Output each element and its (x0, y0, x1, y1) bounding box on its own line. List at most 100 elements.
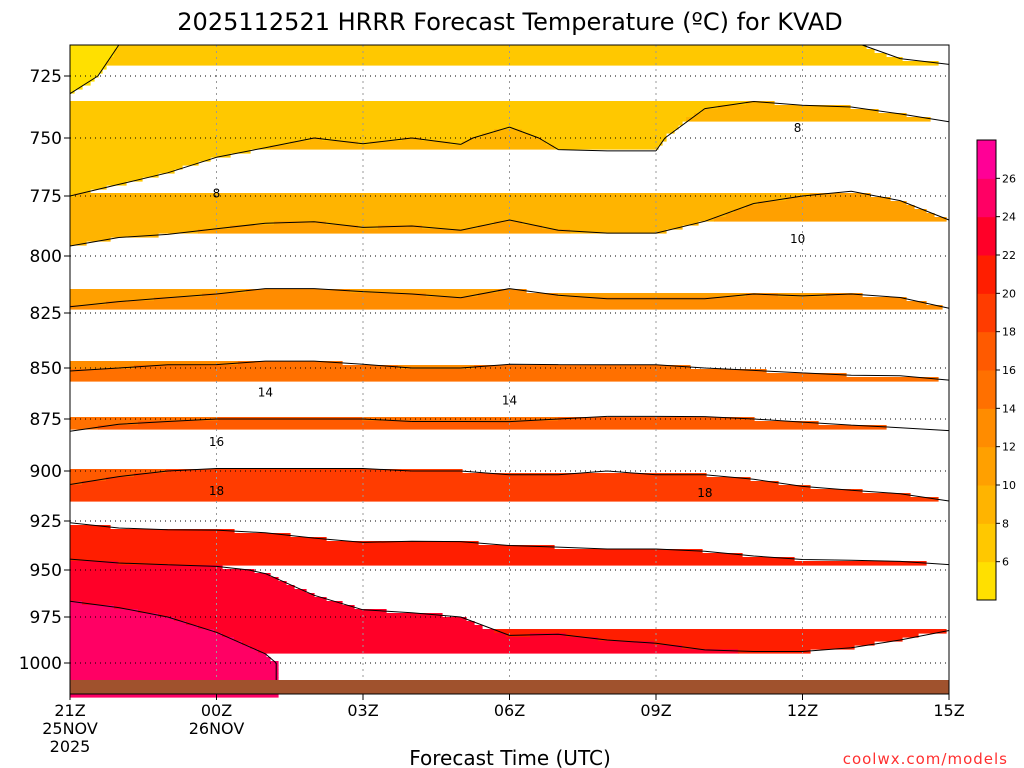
colorbar-swatch-20 (977, 255, 996, 294)
y-tick-label-750: 750 (30, 129, 62, 149)
fill-cell (70, 673, 279, 678)
fill-cell (70, 661, 279, 666)
fill-cell (70, 213, 727, 218)
colorbar-tick-label-6: 6 (1002, 556, 1009, 569)
fill-cell (174, 617, 467, 622)
fill-cell (70, 597, 327, 602)
fill-cell (70, 197, 787, 202)
fill-cell (494, 221, 523, 226)
fill-cell (542, 137, 667, 142)
fill-cell (70, 533, 291, 538)
colorbar-swatch-14 (977, 370, 996, 409)
x-axis-title: Forecast Time (UTC) (409, 746, 611, 768)
fill-cell (462, 141, 547, 146)
y-tick-label-800: 800 (30, 247, 62, 267)
x-tick-label: 00Z (201, 701, 232, 720)
contour-8 (69, 101, 950, 197)
fill-cell (70, 173, 159, 178)
fill-cell (70, 89, 75, 94)
colorbar-tick-label-12: 12 (1002, 441, 1016, 454)
fill-cell (70, 569, 255, 574)
fill-cell (70, 573, 271, 578)
fill-cell (70, 369, 767, 374)
colorbar-swatch-26 (977, 140, 996, 179)
contour-6 (69, 44, 950, 95)
fill-cell (82, 601, 343, 606)
fill-cell (70, 469, 167, 474)
fill-cell (70, 113, 695, 118)
contour-12 (69, 288, 950, 309)
x-tick-label: 03Z (347, 701, 378, 720)
y-tick-label-925: 925 (30, 512, 62, 532)
fill-cell (570, 229, 667, 234)
y-tick-label-1000: 1000 (19, 654, 62, 674)
fill-cell (70, 613, 159, 618)
x-tick-label: 06Z (494, 701, 525, 720)
fill-cell (746, 293, 779, 298)
colorbar-swatch-6 (977, 523, 996, 563)
colorbar-tick-label-22: 22 (1002, 249, 1016, 262)
x-tick-label: 09Z (640, 701, 671, 720)
fill-cell (70, 129, 495, 134)
fill-cell (474, 365, 691, 370)
fill-cell (70, 537, 327, 542)
fill-cell (70, 665, 279, 670)
fill-cell (70, 629, 215, 634)
fill-cell (70, 497, 939, 502)
credit-link[interactable]: coolwx.com/models (843, 750, 1008, 768)
fill-cell (558, 417, 755, 422)
colorbar-tick-label-10: 10 (1002, 479, 1016, 492)
fill-cell (70, 61, 107, 66)
fill-cell (70, 609, 139, 614)
fill-cell (478, 225, 543, 230)
fill-cell (290, 141, 359, 146)
fill-cell (778, 293, 827, 298)
fill-cell (238, 361, 343, 366)
fill-cell (498, 289, 527, 294)
fill-cell (70, 77, 95, 82)
fill-cell (70, 297, 155, 302)
fill-cell (106, 477, 751, 482)
fill-cell (70, 229, 199, 234)
fill-cell (70, 373, 847, 378)
fill-cell (70, 485, 811, 490)
colorbar-tick-label-14: 14 (1002, 402, 1016, 415)
contour-label-10: 10 (790, 232, 805, 246)
fill-cell (70, 557, 795, 562)
fill-cell (70, 169, 175, 174)
fill-cell (786, 197, 891, 202)
fill-cell (70, 69, 103, 74)
fill-cell (70, 621, 187, 626)
fill-cell (70, 109, 703, 114)
fill-cell (70, 221, 275, 226)
contour-label-18: 18 (697, 486, 712, 500)
fill-cell (70, 121, 683, 126)
fill-cell (158, 613, 443, 618)
fill-cell (70, 153, 231, 158)
fill-cell (198, 625, 483, 630)
x-tick-label: 25NOV (42, 719, 98, 738)
contour-14 (69, 360, 950, 381)
fill-cell (166, 469, 463, 474)
fill-cell (70, 53, 115, 58)
fill-cell (70, 493, 911, 498)
fill-cell (478, 293, 559, 298)
fill-cell (426, 293, 479, 298)
fill-cell (82, 481, 779, 486)
fill-cell (242, 641, 655, 646)
contour-label-16: 16 (209, 435, 224, 449)
fill-cell (98, 425, 887, 430)
fill-cell (70, 605, 115, 610)
colorbar-swatch-16 (977, 331, 996, 371)
fill-cell (74, 193, 811, 198)
fill-cell (70, 585, 295, 590)
fill-cell (70, 105, 719, 110)
contour-labels: 8 8 10 14 14 16 18 18 (209, 121, 805, 500)
fill-cell (566, 633, 919, 638)
x-tick-label: 12Z (787, 701, 818, 720)
fill-cell (70, 361, 239, 366)
fill-cell (726, 213, 935, 218)
fill-cell (230, 225, 359, 230)
fill-cell (370, 141, 451, 146)
colorbar-swatch-22 (977, 216, 996, 256)
